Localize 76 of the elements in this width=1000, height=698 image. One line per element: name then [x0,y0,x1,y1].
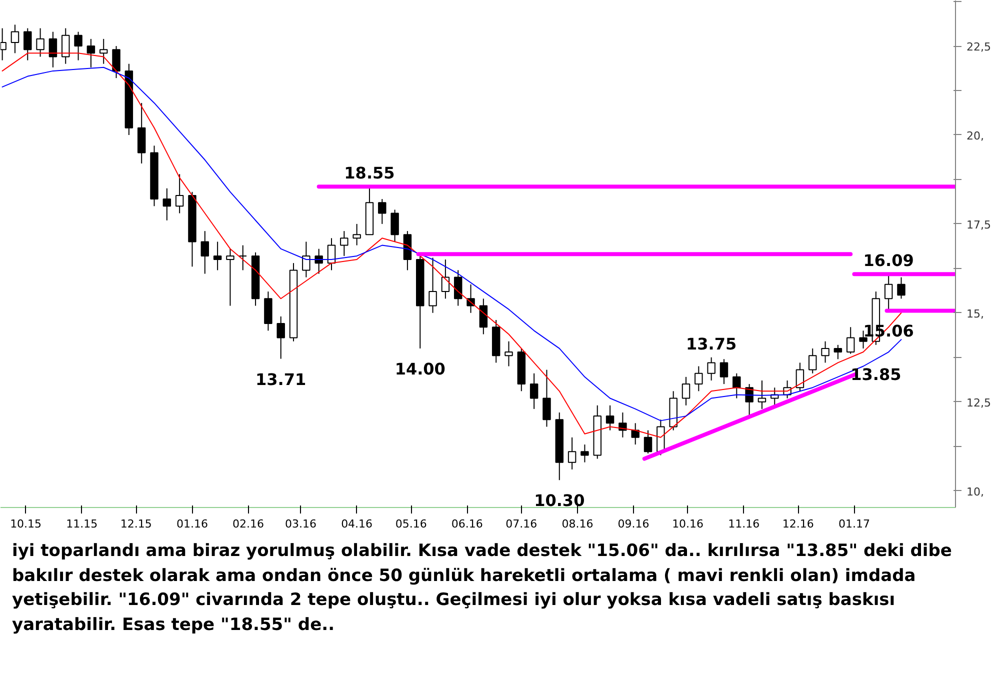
y-tick-label: 15, [966,307,984,320]
x-tick-label: 12.15 [120,518,152,530]
candlestick [618,412,627,438]
text: iyi toparlandı ama biraz yorulmuş olabilir. Kısa vade destek "15.06" da.. kırılırsa "13.85" deki dibe bakılır destek olarak ama ondan önce 50 günlük hareketli ortalama ( mavi renkli olan) imdada yetişebilir. "16.09" civarında 2 tepe oluştu.. Geçilmesi iyi olur yoksa kısa vadeli satış baskısı yaratabilir. Esas tepe "18.55" de.. [12,540,953,637]
x-tick-label: 01.16 [176,518,208,530]
y-tick-label: 20, [966,129,984,142]
x-tick-label: 04.16 [341,518,373,530]
candlestick [162,188,172,221]
annotation: 14.00 [394,359,446,378]
x-tick-label: 12.16 [782,518,814,530]
candlestick [226,248,234,306]
candlestick [580,444,589,463]
candlestick [694,366,703,392]
candlestick [352,223,361,246]
candlestick [454,270,462,306]
candlestick [74,31,82,61]
y-tick-label: 22,5 [966,40,991,54]
annotation: 16.09 [863,251,914,270]
candlestick [720,358,728,385]
candlestick [542,369,551,428]
candlestick [24,28,32,61]
annotation: 13.71 [256,370,306,389]
candlestick [200,230,209,274]
candlestick [821,340,830,364]
candlestick [302,241,310,278]
candlestick [276,316,285,360]
x-tick-label: 09.16 [618,518,650,530]
candlestick [884,274,893,312]
y-tick-label: 17,5 [966,218,991,232]
candlestick [504,340,513,367]
candlestick [390,209,399,242]
candlestick [834,344,842,360]
candlestick [644,430,652,454]
annotation: 18.55 [344,164,395,183]
annotation: 10.30 [534,491,585,510]
candlestick [682,376,690,406]
candlestick [112,46,120,79]
candlestick [378,198,386,224]
candlestick [428,257,437,314]
candlestick [175,174,184,214]
y-tick-label: 12,5 [966,396,991,410]
candlestick [606,404,614,431]
x-tick-label: 08.16 [562,518,594,530]
candlestick [479,298,488,335]
candlestick [631,422,640,446]
candlestick [340,230,348,256]
candlestick [238,244,247,271]
x-tick-label: 10.16 [672,518,704,530]
candlestick [707,356,716,381]
x-tick-label: 01.17 [838,518,870,530]
candlestick [796,362,804,392]
candlestick [99,38,108,64]
candlestick [846,326,855,354]
x-tick-label: 03.16 [285,518,316,530]
annotation: 13.85 [850,364,902,384]
candlestick [897,276,906,300]
candlestick [530,372,538,410]
x-tick-label: 02.16 [232,518,264,530]
candlestick [86,38,96,68]
x-tick-label: 07.16 [506,518,538,530]
x-tick-label: 06.16 [451,518,483,530]
candlestick [808,348,817,374]
annotation: 13.75 [686,334,737,354]
candlestick [61,28,70,64]
candlestick [10,24,20,54]
candlestick [36,28,44,58]
candlestick [732,372,741,399]
x-tick-label: 11.16 [728,518,760,530]
x-tick-label: 11.15 [66,518,98,530]
candlestick [213,241,222,271]
x-tick-label: 10.15 [10,518,42,530]
x-tick-label: 05.16 [395,518,427,530]
candlestick [758,380,766,410]
candlestick [568,436,576,470]
y-tick-label: 10, [966,485,984,498]
candlestick [48,31,58,68]
